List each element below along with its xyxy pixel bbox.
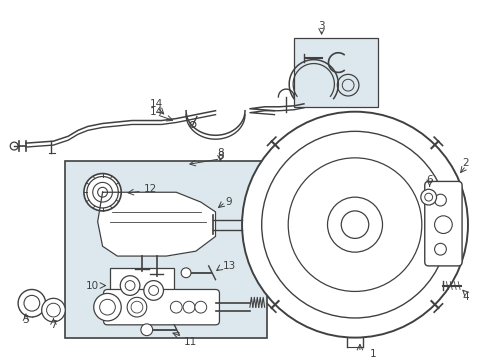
Text: 3: 3 (318, 21, 325, 31)
Text: 5: 5 (23, 315, 29, 325)
Circle shape (87, 176, 118, 208)
Text: 2: 2 (463, 158, 469, 168)
Text: 13: 13 (222, 261, 236, 271)
Circle shape (183, 301, 195, 313)
Circle shape (10, 142, 18, 150)
Circle shape (181, 268, 191, 278)
Circle shape (94, 293, 121, 321)
Text: 7: 7 (50, 320, 57, 330)
Circle shape (127, 297, 147, 317)
Circle shape (120, 276, 140, 295)
Circle shape (84, 174, 121, 211)
Text: 1: 1 (369, 349, 376, 359)
Circle shape (171, 301, 182, 313)
Bar (110, 268, 174, 307)
Bar (294, 38, 378, 107)
Circle shape (195, 301, 207, 313)
Text: 9: 9 (225, 197, 232, 207)
Circle shape (190, 122, 196, 127)
Text: 10: 10 (86, 280, 98, 291)
Text: 6: 6 (426, 175, 433, 185)
Circle shape (421, 189, 437, 205)
Text: 11: 11 (184, 337, 197, 347)
Circle shape (18, 289, 46, 317)
Circle shape (42, 298, 65, 322)
Text: 14: 14 (150, 99, 163, 109)
FancyBboxPatch shape (103, 289, 220, 325)
Circle shape (141, 324, 153, 336)
Circle shape (242, 112, 468, 338)
Polygon shape (98, 192, 216, 256)
FancyBboxPatch shape (425, 181, 462, 266)
Text: 12: 12 (144, 184, 157, 194)
Bar (65, 161, 267, 338)
Text: 4: 4 (463, 292, 469, 302)
Text: 14: 14 (150, 107, 163, 117)
Text: 8: 8 (217, 151, 224, 161)
Circle shape (144, 281, 164, 300)
Text: 8: 8 (217, 148, 224, 158)
